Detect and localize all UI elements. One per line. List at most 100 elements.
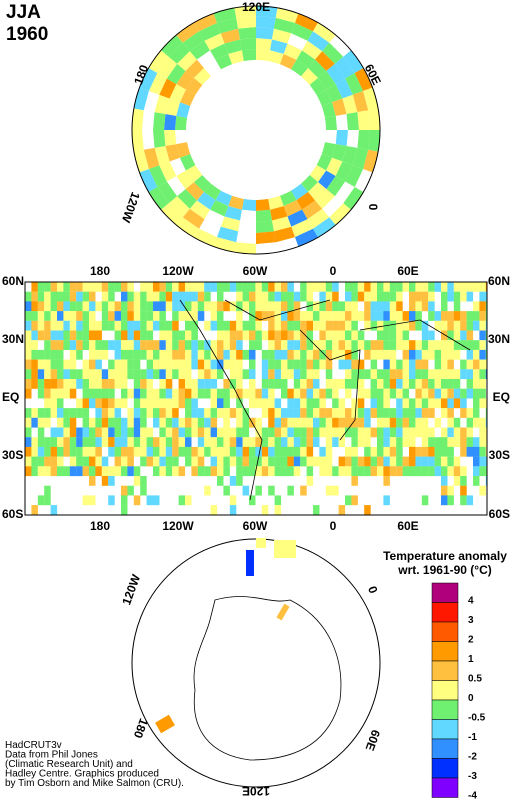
legend-swatch (431, 660, 459, 681)
cell (473, 320, 480, 331)
cell (357, 388, 365, 399)
cell (287, 388, 294, 399)
cell (127, 282, 134, 292)
cell (332, 320, 339, 331)
cell (281, 388, 288, 399)
cell (255, 437, 262, 447)
cell (441, 398, 448, 409)
cell (357, 330, 365, 341)
cell (159, 311, 166, 321)
cell (89, 417, 96, 428)
lat-label: 60S (2, 507, 23, 521)
cell (389, 340, 397, 350)
cell (325, 485, 333, 496)
cell (57, 408, 64, 418)
cell (283, 200, 302, 217)
cell (389, 369, 397, 380)
cell (193, 67, 212, 86)
legend-swatch (431, 777, 459, 798)
cell (351, 456, 358, 467)
cell (147, 187, 169, 211)
cell (69, 427, 77, 438)
cell (377, 456, 384, 467)
cell (377, 446, 384, 457)
cell (210, 446, 218, 457)
cell (434, 446, 442, 457)
cell (335, 78, 353, 99)
cell (345, 417, 352, 428)
cell (409, 466, 416, 477)
cell (159, 330, 166, 341)
cell (268, 417, 275, 428)
cell (223, 320, 230, 331)
cell (108, 320, 115, 331)
cell (293, 388, 301, 399)
season: JJA (6, 2, 41, 23)
cell (364, 291, 371, 302)
cell (165, 369, 173, 380)
cell (57, 301, 64, 312)
cell (223, 408, 230, 418)
cell (108, 388, 115, 399)
cell (121, 427, 128, 438)
cell (402, 330, 410, 341)
legend-label: -1 (468, 732, 477, 743)
cell (172, 388, 179, 399)
cell (261, 359, 269, 370)
cell (332, 417, 339, 428)
cell (409, 320, 416, 331)
cell (236, 437, 243, 447)
cell (313, 301, 320, 312)
cell (479, 320, 486, 331)
cell (473, 476, 480, 486)
cell (377, 514, 384, 515)
cell (308, 182, 327, 201)
cell (357, 110, 370, 130)
cell (447, 282, 454, 292)
cell (261, 369, 269, 380)
cell (343, 187, 365, 211)
cell (338, 320, 346, 331)
cell (95, 359, 102, 370)
cell (383, 417, 390, 428)
cell (351, 369, 358, 380)
cell (185, 311, 192, 321)
cell (466, 417, 474, 428)
cell (466, 408, 474, 418)
cell (31, 408, 38, 418)
cell (217, 340, 224, 350)
cell (441, 359, 448, 370)
cell (441, 514, 448, 515)
cell (95, 349, 102, 360)
cell (370, 359, 378, 370)
cell (101, 476, 109, 486)
cell (63, 427, 70, 438)
cell (313, 388, 320, 399)
cell (133, 311, 141, 321)
cell (421, 427, 429, 438)
cell (127, 349, 134, 360)
cell (197, 408, 205, 418)
cell (473, 417, 480, 428)
cell (268, 514, 275, 515)
cell (178, 349, 186, 360)
cell (57, 349, 64, 360)
cell (241, 49, 256, 62)
cell (460, 485, 467, 496)
cell (343, 49, 365, 73)
cell (204, 369, 211, 380)
cell (197, 340, 205, 350)
cell (197, 291, 205, 302)
cell (82, 320, 90, 331)
lon-label: 180 (90, 519, 110, 533)
cell (50, 330, 58, 341)
cell (95, 446, 102, 457)
lat-label: 30S (2, 448, 23, 462)
cell (447, 466, 454, 477)
cell (485, 320, 487, 331)
year: 1960 (6, 24, 48, 45)
cell (389, 427, 397, 438)
cell (325, 437, 333, 447)
cell (261, 456, 269, 467)
